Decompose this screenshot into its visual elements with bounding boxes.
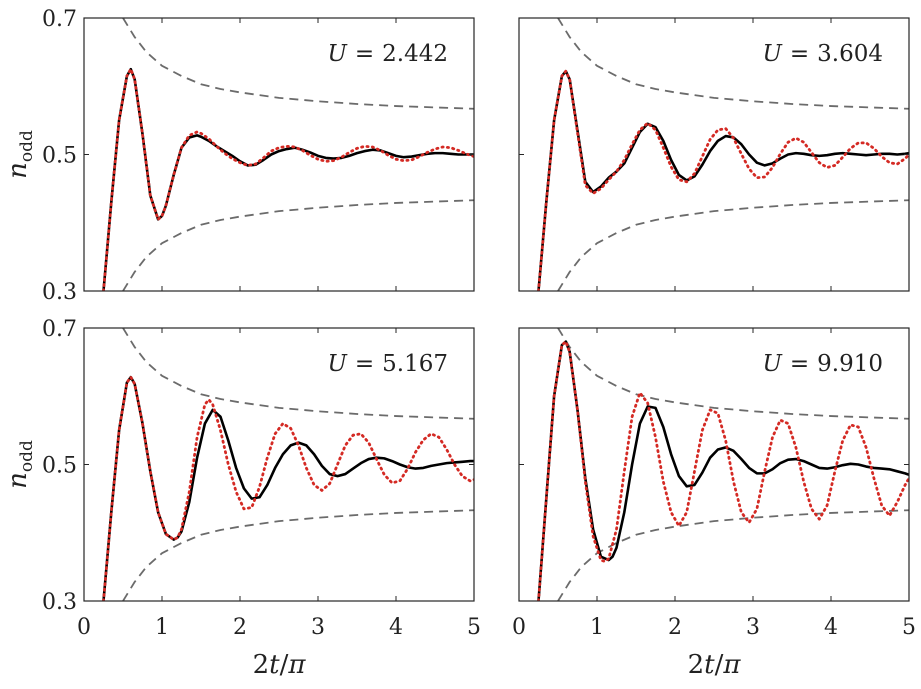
solid-series-line (537, 340, 909, 601)
x-tick-label: 1 (590, 615, 604, 640)
panel-top-left: 0.3 0.5 0.7 U = 2.442 nodd (3, 7, 475, 305)
annotation-value: 2.442 (382, 41, 448, 67)
x-tick-label: 4 (389, 615, 403, 640)
dashed-envelope-lower (557, 509, 909, 601)
x-tick-label: 0 (77, 615, 91, 640)
u-annotation: U = 2.442 (327, 41, 448, 67)
axes-frame (83, 327, 475, 602)
u-annotation: U = 3.604 (762, 41, 883, 67)
annotation-value: 9.910 (817, 351, 883, 377)
panel-top-right: U = 3.604 (518, 17, 910, 292)
annotation-symbol: U (327, 351, 348, 377)
x-axis-label: 2t/π (253, 650, 307, 680)
dashed-envelope-upper (122, 18, 474, 110)
dashed-envelope-lower (122, 199, 474, 291)
dotted-series-line (537, 69, 909, 291)
x-tick-label: 3 (311, 615, 325, 640)
panel-bottom-left: 0 1 2 3 4 5 0.3 0.5 0.7 U = 5.167 2t/π nodd (3, 317, 481, 680)
x-tick-label: 1 (155, 615, 169, 640)
dashed-envelope-upper (557, 328, 909, 420)
dotted-series-line (537, 340, 909, 601)
annotation-symbol: U (327, 41, 348, 67)
axes-frame (83, 17, 475, 292)
annotation-symbol: U (762, 41, 783, 67)
annotation-relation: = (790, 41, 809, 67)
dotted-series-line (102, 375, 474, 601)
annotation-relation: = (355, 351, 374, 377)
y-tick-label: 0.7 (42, 317, 77, 342)
solid-series-line (537, 69, 909, 291)
y-tick-label: 0.3 (42, 590, 77, 615)
dotted-series-line (102, 67, 474, 291)
plot-area (537, 18, 909, 291)
dashed-envelope-lower (557, 199, 909, 291)
y-tick-label: 0.3 (42, 280, 77, 305)
y-axis-label: nodd (3, 130, 37, 179)
u-annotation: U = 9.910 (762, 351, 883, 377)
dashed-envelope-upper (557, 18, 909, 110)
dashed-envelope-lower (122, 509, 474, 601)
annotation-symbol: U (762, 351, 783, 377)
solid-series-line (102, 375, 474, 601)
u-annotation: U = 5.167 (327, 351, 448, 377)
y-tick-label: 0.5 (42, 454, 77, 479)
y-axis-label: nodd (3, 440, 37, 489)
x-tick-label: 3 (746, 615, 760, 640)
y-tick-label: 0.7 (42, 7, 77, 32)
annotation-relation: = (790, 351, 809, 377)
plot-area (102, 18, 474, 291)
x-tick-label: 5 (902, 615, 916, 640)
axes-frame (518, 17, 910, 292)
x-tick-label: 4 (824, 615, 838, 640)
y-tick-label: 0.5 (42, 144, 77, 169)
plot-area (102, 328, 474, 601)
annotation-relation: = (355, 41, 374, 67)
x-tick-label: 2 (233, 615, 247, 640)
panel-bottom-right: 0 1 2 3 4 5 U = 9.910 2t/π (512, 327, 916, 680)
annotation-value: 3.604 (817, 41, 883, 67)
dashed-envelope-upper (122, 328, 474, 420)
plot-area (537, 328, 909, 601)
annotation-value: 5.167 (382, 351, 448, 377)
x-tick-label: 5 (467, 615, 481, 640)
axes-frame (518, 327, 910, 602)
x-tick-label: 0 (512, 615, 526, 640)
solid-series-line (102, 67, 474, 291)
x-axis-label: 2t/π (688, 650, 742, 680)
x-tick-label: 2 (668, 615, 682, 640)
